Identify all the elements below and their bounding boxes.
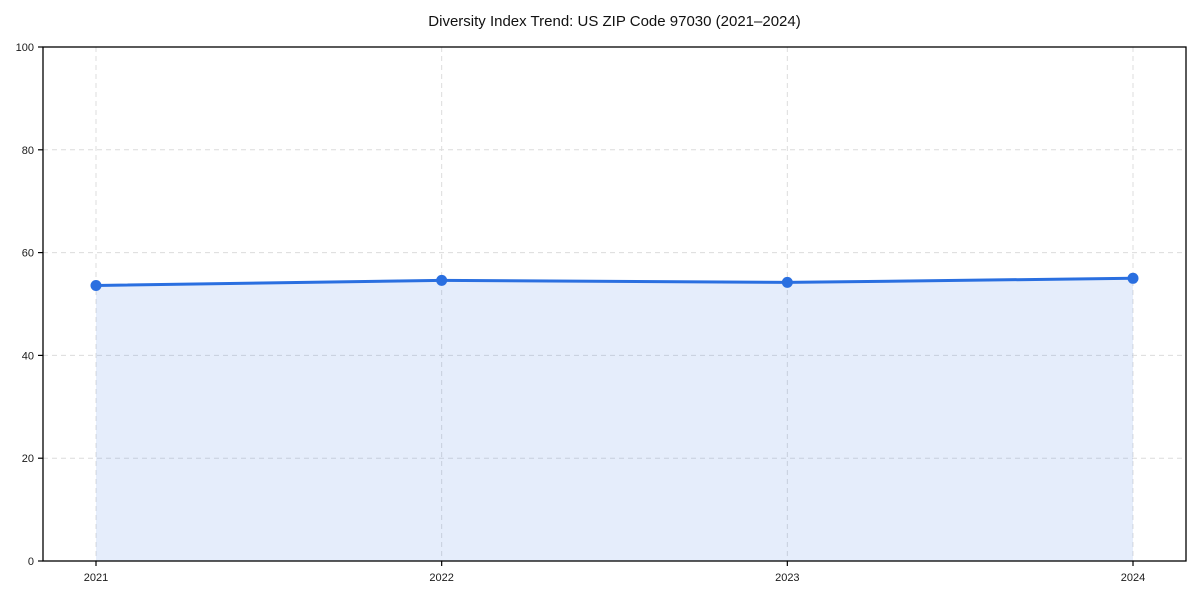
area-fill <box>96 278 1133 561</box>
y-axis-tick-label: 20 <box>22 453 34 465</box>
x-axis-tick-label: 2022 <box>429 572 453 584</box>
y-axis-tick-label: 60 <box>22 248 34 260</box>
y-axis-tick-label: 80 <box>22 145 34 157</box>
data-point <box>1127 272 1139 284</box>
x-axis-tick-label: 2021 <box>84 572 108 584</box>
y-axis-tick-label: 40 <box>22 350 34 362</box>
trend-line <box>94 276 1135 287</box>
chart-title: Diversity Index Trend: US ZIP Code 97030… <box>428 13 801 30</box>
x-axis-tick-label: 2024 <box>1121 572 1145 584</box>
data-point <box>90 279 102 291</box>
plot-frame <box>42 46 1187 562</box>
data-point <box>781 276 793 288</box>
y-axis-tick-label: 100 <box>16 42 34 54</box>
y-axis-tick-label: 0 <box>28 556 34 568</box>
data-point <box>436 274 448 286</box>
x-axis-tick-label: 2023 <box>775 572 799 584</box>
